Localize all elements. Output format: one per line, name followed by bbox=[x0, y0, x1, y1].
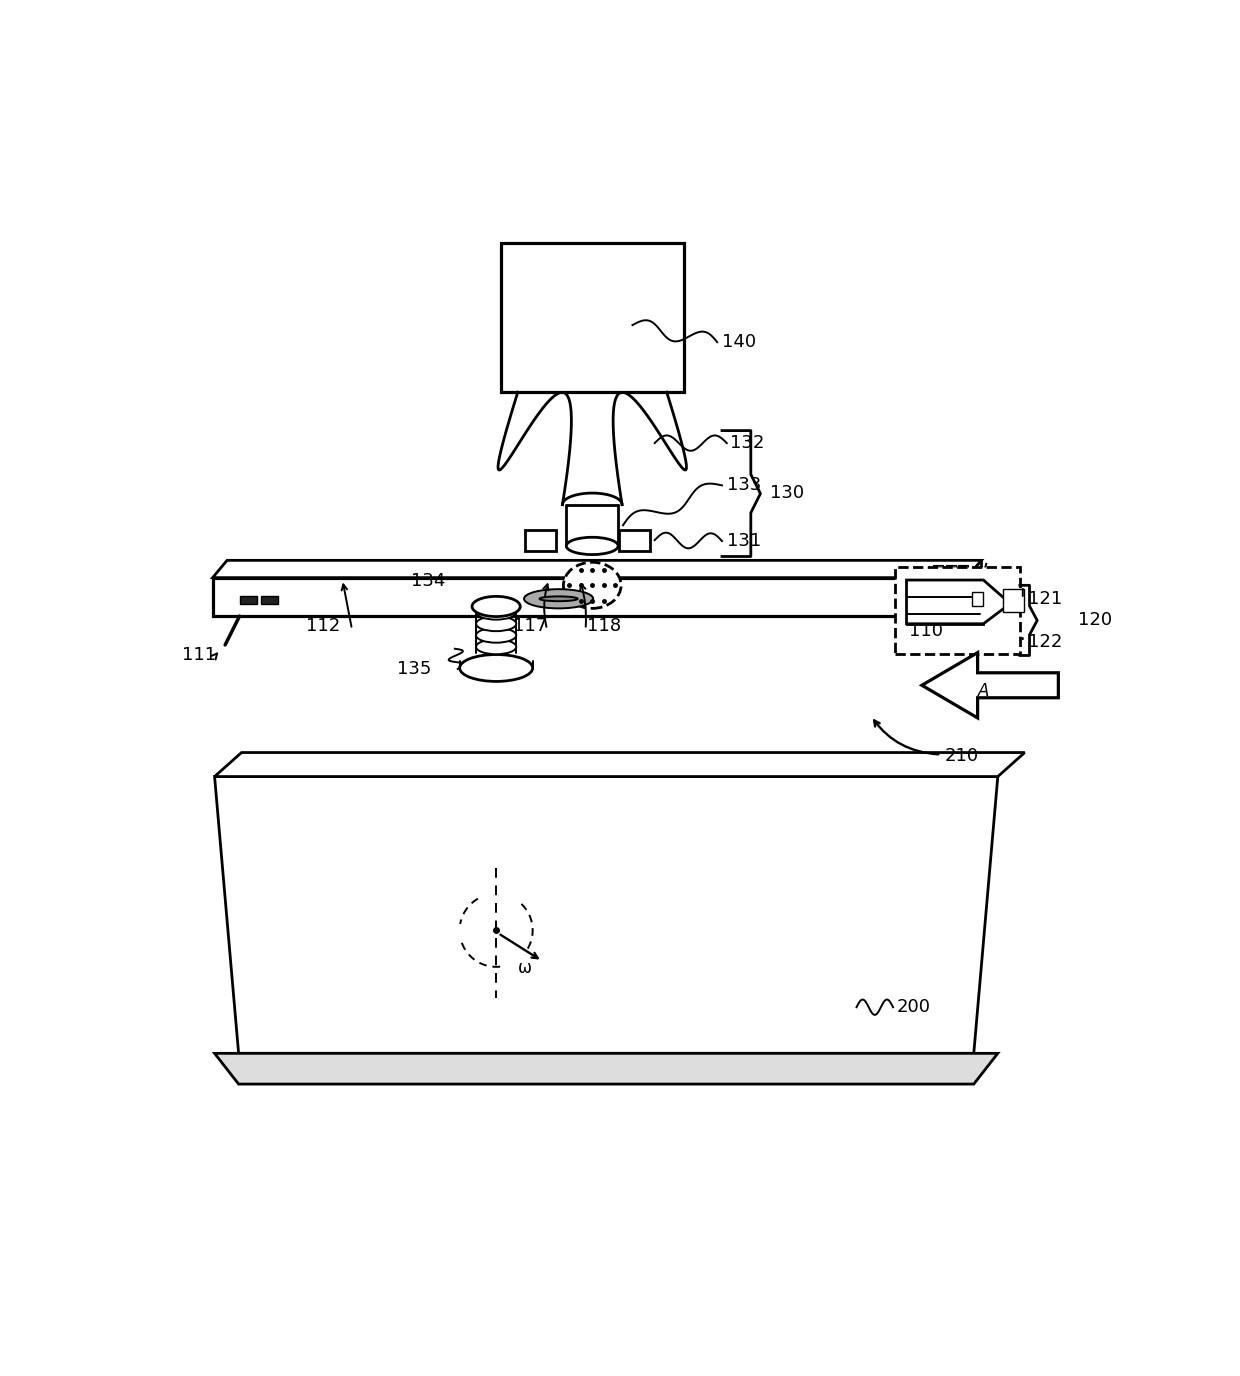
Ellipse shape bbox=[567, 537, 619, 555]
Text: 120: 120 bbox=[1078, 611, 1112, 629]
Polygon shape bbox=[906, 581, 1011, 623]
Text: 112: 112 bbox=[306, 616, 340, 634]
Ellipse shape bbox=[476, 616, 516, 632]
Bar bbox=[895, 567, 1021, 654]
Text: 200: 200 bbox=[897, 998, 931, 1017]
Text: 130: 130 bbox=[770, 484, 805, 502]
Text: 135: 135 bbox=[397, 660, 432, 678]
Text: 117: 117 bbox=[512, 616, 547, 634]
Polygon shape bbox=[215, 753, 1024, 776]
Text: 210: 210 bbox=[945, 747, 980, 765]
Text: A: A bbox=[977, 682, 990, 700]
Text: 134: 134 bbox=[410, 572, 445, 590]
Bar bbox=[239, 596, 257, 604]
Bar bbox=[906, 581, 983, 623]
Ellipse shape bbox=[460, 655, 533, 681]
Bar bbox=[946, 566, 956, 582]
Text: 133: 133 bbox=[727, 476, 761, 494]
Bar bbox=[972, 592, 983, 607]
Bar bbox=[1003, 589, 1024, 612]
Bar bbox=[934, 566, 942, 582]
Bar bbox=[260, 596, 278, 604]
Ellipse shape bbox=[476, 627, 516, 643]
Bar bbox=[213, 578, 967, 616]
Bar bbox=[959, 566, 968, 582]
Bar bbox=[525, 530, 556, 550]
Polygon shape bbox=[213, 560, 982, 578]
Polygon shape bbox=[215, 776, 998, 1054]
Ellipse shape bbox=[472, 596, 521, 616]
Text: 118: 118 bbox=[588, 616, 621, 634]
Bar bbox=[501, 244, 683, 392]
Text: 110: 110 bbox=[909, 622, 944, 640]
Text: 122: 122 bbox=[1028, 633, 1061, 651]
Ellipse shape bbox=[476, 640, 516, 654]
Polygon shape bbox=[967, 560, 982, 616]
Ellipse shape bbox=[525, 589, 593, 608]
Polygon shape bbox=[215, 1054, 998, 1084]
Ellipse shape bbox=[539, 596, 578, 601]
Text: 140: 140 bbox=[722, 333, 756, 351]
Text: 132: 132 bbox=[729, 433, 764, 453]
Text: ω: ω bbox=[518, 959, 532, 977]
Text: 111: 111 bbox=[182, 645, 216, 663]
Polygon shape bbox=[921, 652, 1058, 718]
Ellipse shape bbox=[476, 605, 516, 619]
Text: 131: 131 bbox=[727, 533, 761, 550]
Ellipse shape bbox=[563, 563, 621, 608]
Text: 121: 121 bbox=[1028, 590, 1061, 608]
Bar bbox=[619, 530, 650, 550]
